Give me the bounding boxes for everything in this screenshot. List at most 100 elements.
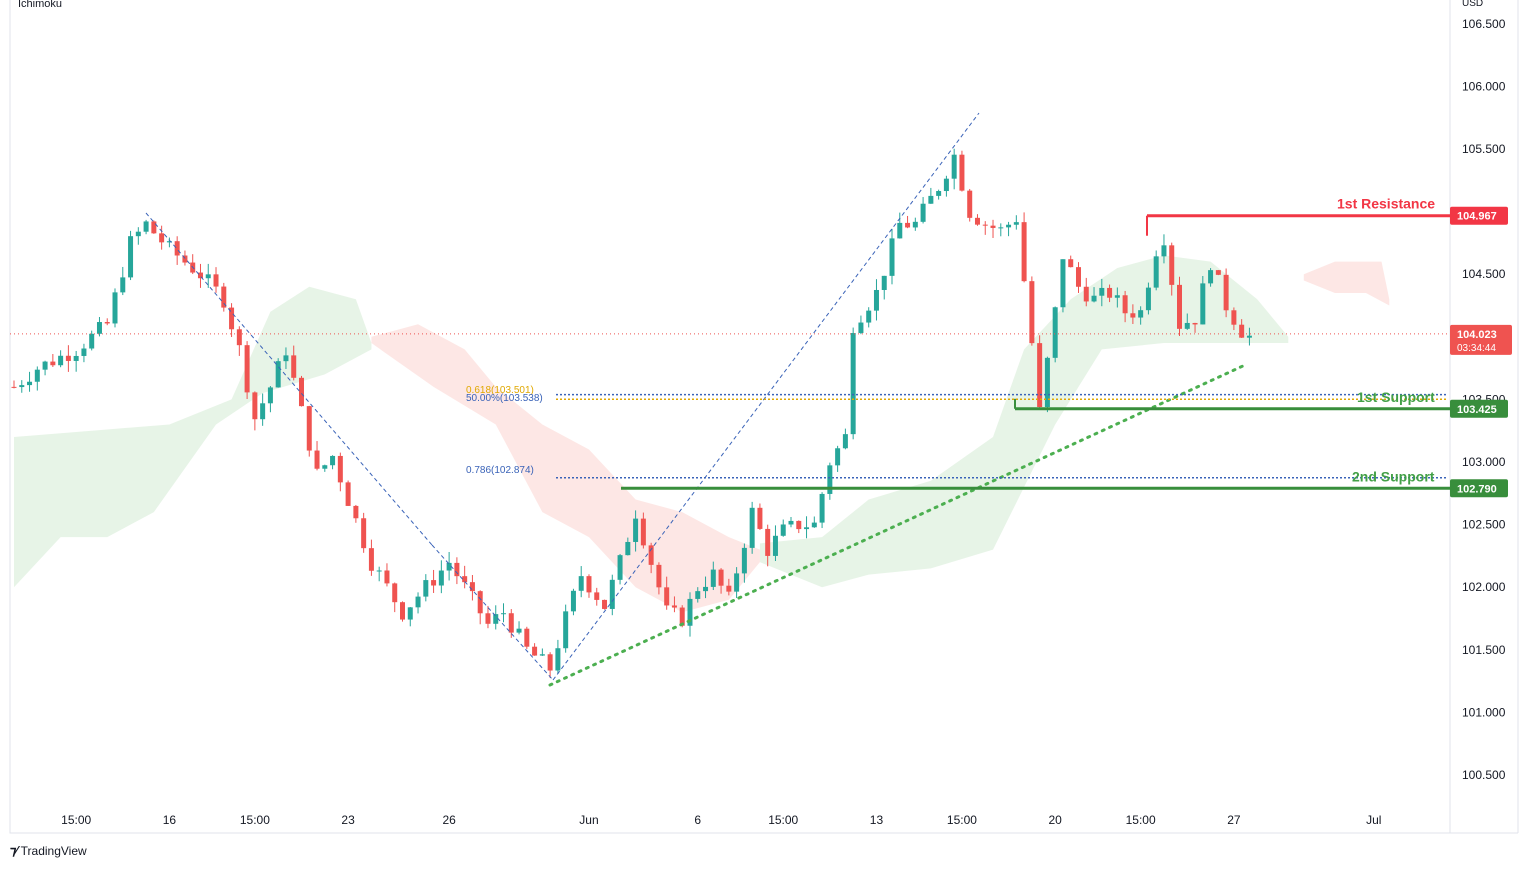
candle-down — [353, 505, 359, 519]
candle-down — [151, 221, 157, 234]
candle-down — [974, 217, 980, 225]
candle-up — [1114, 295, 1120, 298]
resistance-badge-value: 104.967 — [1457, 211, 1497, 223]
candle-down — [796, 520, 802, 530]
candle-down — [1107, 287, 1113, 298]
candle-up — [1091, 295, 1097, 302]
price-countdown: 03:34:44 — [1457, 343, 1496, 354]
candle-up — [625, 541, 631, 556]
candle-up — [42, 361, 48, 370]
x-tick-label: 15:00 — [768, 813, 798, 827]
candlestick-series — [11, 148, 1252, 678]
candle-up — [842, 434, 848, 449]
candle-down — [104, 322, 110, 324]
candle-up — [873, 289, 879, 311]
candle-up — [858, 322, 864, 334]
candle-down — [1075, 267, 1081, 287]
candle-up — [897, 222, 903, 239]
candle-down — [244, 345, 250, 393]
candle-down — [602, 599, 608, 609]
candle-down — [221, 286, 227, 308]
support-name: 2nd Support — [1352, 468, 1435, 484]
tradingview-logo[interactable]: ⁊⁄ TradingView — [10, 843, 87, 859]
candle-up — [112, 292, 118, 324]
x-tick-label: 15:00 — [61, 813, 91, 827]
candle-up — [415, 596, 421, 608]
candle-up — [570, 590, 576, 612]
candle-down — [291, 355, 297, 378]
x-tick-label: 23 — [341, 813, 355, 827]
candle-down — [431, 580, 437, 586]
candle-up — [205, 274, 211, 279]
candle-up — [617, 555, 623, 580]
candle-up — [34, 369, 40, 382]
candle-up — [1145, 287, 1151, 311]
drawings-layer: 0.618(103.501)50.00%(103.538) 0.786(102.8… — [10, 112, 1450, 687]
candle-up — [749, 507, 755, 548]
candle-up — [687, 598, 693, 626]
candle-up — [1161, 245, 1167, 257]
candle-down — [648, 545, 654, 565]
candle-down — [306, 406, 312, 451]
candle-down — [1223, 274, 1229, 311]
candle-up — [423, 580, 429, 597]
candle-down — [392, 583, 398, 603]
candle-up — [407, 607, 413, 620]
candle-down — [454, 562, 460, 577]
candle-down — [361, 518, 367, 549]
candle-up — [1138, 310, 1144, 318]
brand-name: TradingView — [20, 844, 87, 858]
axes: 100.500 101.000 101.500 102.000 102.500 103.0… — [61, 17, 1506, 827]
candle-down — [368, 548, 374, 571]
candle-down — [656, 564, 662, 588]
candle-down — [967, 190, 973, 218]
candle-down — [586, 576, 592, 593]
candle-up — [633, 518, 639, 542]
candle-down — [1177, 284, 1182, 329]
candle-down — [1215, 270, 1221, 275]
cloud-segment — [14, 286, 372, 588]
candle-up — [563, 611, 569, 649]
trend-line-dashed — [552, 112, 980, 681]
candle-up — [804, 527, 810, 530]
candle-up — [695, 591, 701, 599]
candle-up — [1013, 222, 1019, 225]
candle-up — [128, 236, 134, 278]
candle-down — [1068, 259, 1074, 268]
candle-up — [1060, 259, 1066, 308]
currency-label: USD — [1462, 0, 1484, 9]
current-price-badge — [1450, 324, 1512, 355]
candle-down — [469, 582, 475, 592]
y-tick-label: 102.000 — [1462, 580, 1506, 594]
candle-up — [780, 524, 786, 536]
candle-up — [1200, 283, 1206, 325]
candle-up — [27, 381, 33, 386]
candle-down — [508, 613, 514, 633]
candle-down — [11, 386, 17, 388]
candle-down — [765, 528, 771, 556]
candle-down — [65, 355, 71, 361]
candle-up — [912, 221, 918, 228]
candle-up — [376, 570, 382, 572]
candle-down — [959, 154, 965, 191]
resistance-badge — [1450, 206, 1508, 225]
candle-up — [741, 547, 747, 574]
candle-up — [734, 573, 740, 592]
candle-up — [330, 455, 336, 466]
cloud-segment — [1303, 261, 1390, 306]
candle-down — [1130, 313, 1136, 318]
candle-down — [524, 628, 530, 647]
candle-up — [275, 361, 281, 388]
candle-up — [609, 579, 615, 609]
candle-down — [664, 587, 670, 606]
candle-up — [539, 654, 545, 656]
candle-down — [547, 654, 553, 671]
candle-up — [788, 520, 794, 525]
candle-up — [166, 241, 172, 243]
candle-up — [1208, 270, 1214, 284]
candle-down — [174, 241, 180, 256]
candle-up — [943, 178, 949, 192]
candle-up — [322, 465, 328, 469]
candle-down — [345, 482, 351, 506]
